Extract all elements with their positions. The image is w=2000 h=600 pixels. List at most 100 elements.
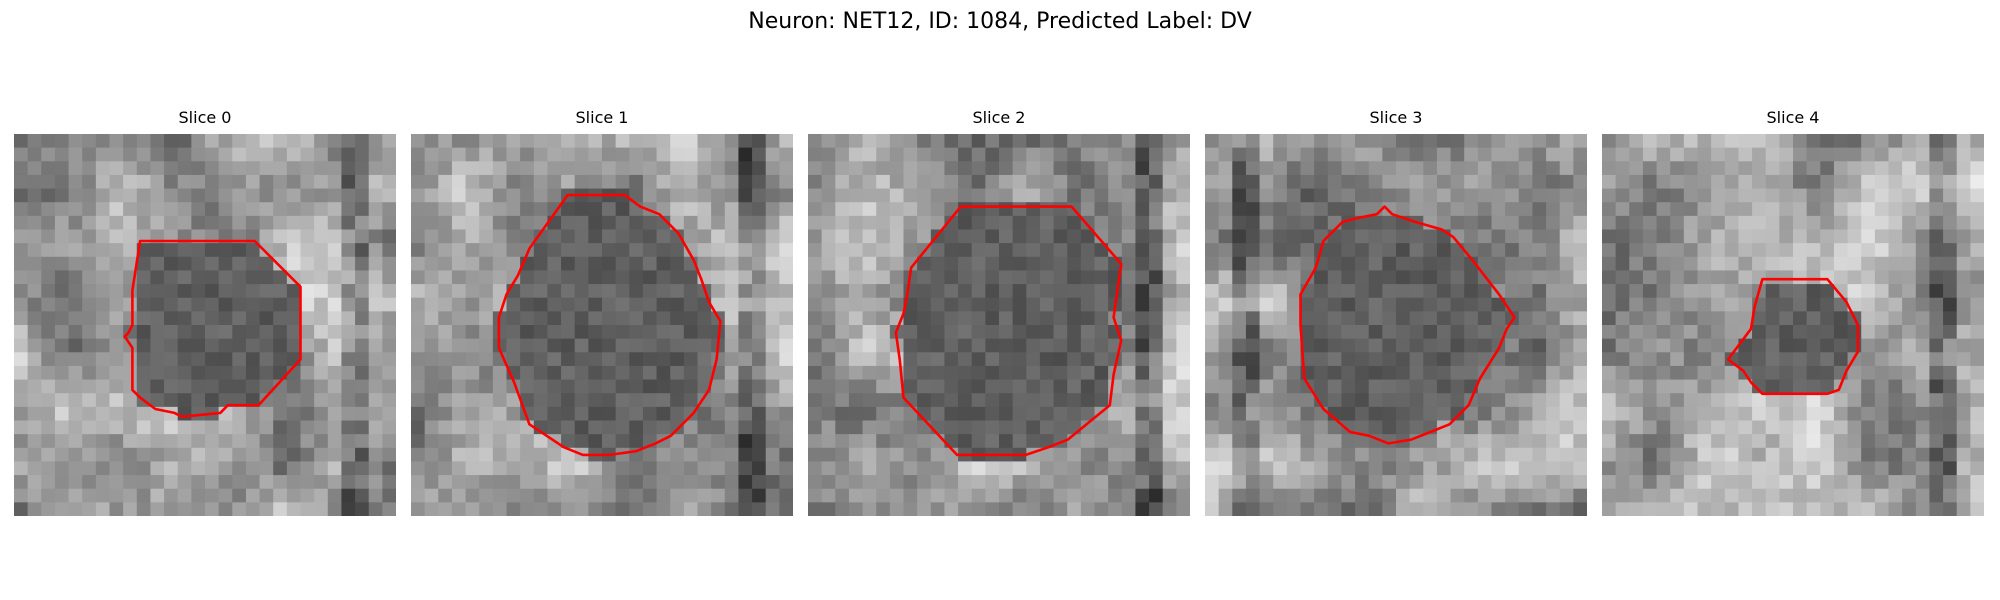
image-pixel [1218,420,1233,435]
image-pixel [903,434,918,449]
image-pixel [506,447,521,463]
image-pixel [930,502,946,516]
image-pixel [465,147,480,162]
image-pixel [1232,393,1247,408]
image-pixel [1382,406,1397,422]
image-pixel [1683,270,1699,285]
image-pixel [1573,379,1587,394]
image-pixel [191,243,206,258]
image-pixel [1053,325,1068,340]
image-pixel [382,338,396,353]
image-pixel [1094,352,1109,367]
image-pixel [1355,202,1370,217]
image-pixel [109,270,124,285]
image-pixel [150,434,165,449]
image-pixel [1711,256,1726,272]
image-pixel [1149,174,1164,190]
image-pixel [205,215,220,231]
image-pixel [1793,338,1808,353]
image-pixel [1861,297,1876,312]
image-pixel [1820,297,1835,312]
image-pixel [1724,447,1740,463]
image-pixel [876,379,891,394]
image-pixel [1902,420,1917,435]
image-pixel [1765,311,1780,326]
image-pixel [808,365,823,381]
image-pixel [835,447,850,463]
image-pixel [492,256,508,272]
image-pixel [479,475,494,490]
image-pixel [561,174,576,190]
image-pixel [889,297,905,312]
image-pixel [41,297,56,312]
image-pixel [1602,365,1617,381]
image-pixel [164,256,179,272]
image-pixel [944,365,959,381]
image-pixel [1012,502,1027,516]
image-pixel [68,475,83,490]
image-pixel [1656,161,1671,176]
image-pixel [1602,502,1617,516]
image-pixel [889,393,905,408]
image-pixel [821,311,836,326]
image-pixel [82,188,97,203]
image-pixel [424,270,439,285]
image-pixel [1833,229,1849,244]
image-pixel [1793,256,1808,272]
image-pixel [1806,147,1821,162]
image-pixel [602,393,617,408]
image-pixel [177,488,192,503]
image-pixel [1094,488,1109,503]
image-pixel [821,284,836,299]
image-pixel [1327,161,1343,176]
image-pixel [1341,297,1356,312]
image-pixel [68,338,83,353]
image-pixel [68,434,83,449]
image-pixel [506,256,521,272]
image-pixel [1218,270,1233,285]
image-pixel [1176,379,1190,394]
image-pixel [1067,297,1082,312]
image-pixel [1602,352,1617,367]
image-pixel [1697,393,1712,408]
image-pixel [1629,352,1644,367]
image-pixel [765,352,780,367]
image-pixel [1779,284,1794,299]
image-pixel [1602,134,1617,149]
image-pixel [1162,161,1177,176]
image-pixel [944,325,959,340]
image-pixel [1450,365,1465,381]
image-pixel [1218,229,1233,244]
image-pixel [1861,365,1876,381]
image-pixel [177,297,192,312]
image-pixel [602,338,617,353]
image-pixel [547,502,562,516]
image-pixel [1053,311,1068,326]
image-pixel [697,243,712,258]
image-pixel [1874,256,1890,272]
image-pixel [1382,270,1397,285]
image-pixel [1532,202,1547,217]
image-pixel [1012,365,1027,381]
image-pixel [1738,243,1753,258]
image-pixel [1039,284,1055,299]
image-pixel [724,325,740,340]
image-pixel [876,461,891,476]
image-pixel [752,325,767,340]
image-pixel [1752,379,1767,394]
image-pixel [670,202,685,217]
image-pixel [1970,365,1984,381]
image-pixel [1888,406,1903,422]
image-pixel [588,243,603,258]
image-pixel [1929,188,1944,203]
image-pixel [1368,134,1383,149]
image-pixel [670,461,685,476]
image-pixel [1464,134,1479,149]
image-pixel [1396,338,1411,353]
image-pixel [602,202,617,217]
image-pixel [1080,325,1096,340]
image-pixel [218,434,233,449]
image-pixel [1149,379,1164,394]
image-pixel [711,161,726,176]
image-pixel [1711,488,1726,503]
